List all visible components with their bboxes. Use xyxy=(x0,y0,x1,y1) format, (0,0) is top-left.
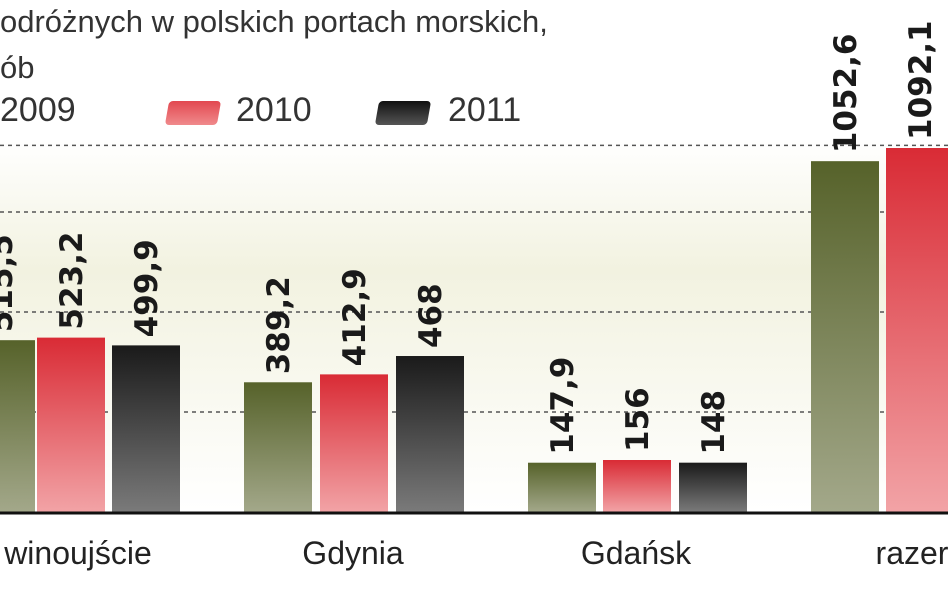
value-label-2010-Gdynia: 412,9 xyxy=(337,268,373,366)
value-label-2009-Gdynia: 389,2 xyxy=(261,276,297,374)
bar-2009-Gdańsk xyxy=(528,462,596,512)
bar-2009-winoujście xyxy=(0,340,35,512)
value-label-2011-Gdańsk: 148 xyxy=(696,390,732,455)
legend-label-2010: 2010 xyxy=(236,91,312,129)
bar-2011-Gdynia xyxy=(396,356,464,512)
bar-2010-Gdańsk xyxy=(603,460,671,512)
value-label-2009-winoujście: 515,5 xyxy=(0,234,20,332)
value-label-2009-Gdańsk: 147,9 xyxy=(545,357,581,455)
value-label-2010-razem: 1092,1 xyxy=(903,20,939,140)
category-label-swinoujscie: winoujście xyxy=(4,535,152,571)
value-label-2011-Gdynia: 468 xyxy=(413,283,449,348)
chart-title-line-2: ób xyxy=(0,50,35,85)
bar-2010-winoujście xyxy=(37,337,105,512)
bar-2009-razem xyxy=(811,161,879,512)
value-label-2010-Gdańsk: 156 xyxy=(620,387,656,452)
category-label-razem: razer xyxy=(875,535,948,571)
category-label-gdansk: Gdańsk xyxy=(580,535,692,571)
bar-2010-Gdynia xyxy=(320,374,388,512)
chart-title-line-1: odróżnych w polskich portach morskich, xyxy=(0,4,548,39)
value-label-2011-winoujście: 499,9 xyxy=(129,239,165,337)
value-label-2010-winoujście: 523,2 xyxy=(54,232,90,330)
bar-2009-Gdynia xyxy=(244,382,312,512)
category-label-gdynia: Gdynia xyxy=(302,535,404,571)
legend-label-2011: 2011 xyxy=(448,91,522,129)
bar-2010-razem xyxy=(886,148,948,513)
legend-label-2009: 2009 xyxy=(0,91,76,129)
value-label-2009-razem: 1052,6 xyxy=(828,34,864,154)
bar-2011-winoujście xyxy=(112,345,180,512)
bar-2011-Gdańsk xyxy=(679,462,747,512)
